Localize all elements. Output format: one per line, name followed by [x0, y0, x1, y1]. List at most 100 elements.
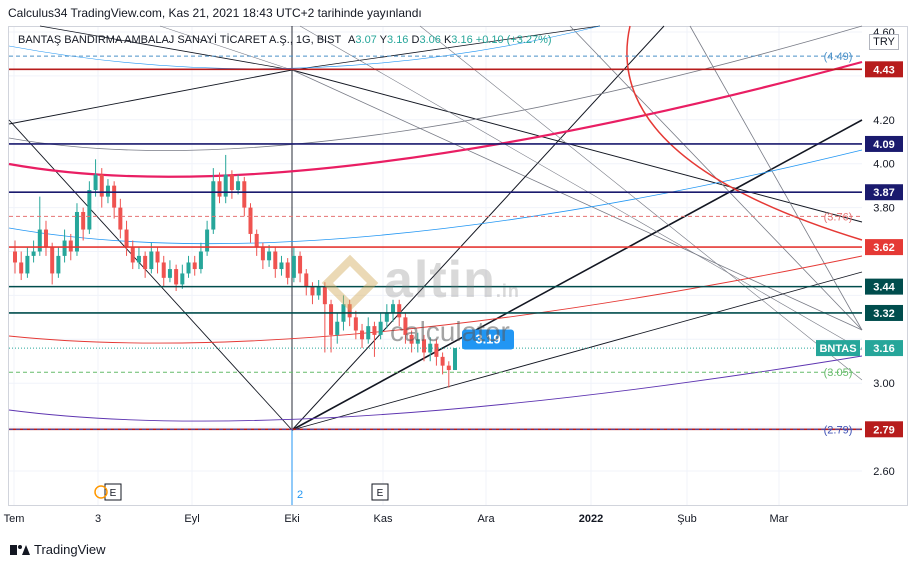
level-label-bg	[865, 61, 903, 78]
candle-body	[174, 269, 179, 285]
candle-body	[366, 326, 371, 340]
ohlc-high: 3.16	[387, 34, 409, 46]
candle-body	[167, 269, 172, 278]
event-marker-label: 2	[297, 489, 303, 501]
candle	[229, 170, 234, 199]
candle-body	[149, 251, 154, 270]
candle-body	[446, 365, 451, 371]
candle	[31, 240, 36, 263]
candle-body	[453, 348, 457, 371]
candle	[254, 229, 259, 256]
time-tick: Mar	[770, 513, 789, 525]
candle-body	[62, 240, 67, 256]
candle-body	[378, 321, 383, 335]
candle-body	[279, 262, 284, 270]
dashed-level-label: (2.79)	[824, 424, 853, 436]
level-label-bg	[865, 278, 903, 295]
candles	[13, 154, 457, 388]
candle	[322, 282, 327, 353]
level-label: 4.09	[873, 139, 894, 151]
arc-curve	[8, 149, 863, 245]
gann-line	[291, 69, 863, 331]
currency-badge[interactable]: TRY	[869, 34, 899, 50]
candle	[428, 337, 433, 362]
candle-body	[50, 247, 55, 274]
candle-body	[211, 181, 216, 230]
ohlc-close-label: K	[443, 34, 452, 46]
candle	[112, 181, 117, 219]
candle-body	[124, 229, 129, 248]
ohlc-open: 3.07	[355, 34, 377, 46]
arc-curve	[8, 25, 601, 70]
dashed-level-label: (3.76)	[824, 211, 853, 223]
candle	[143, 251, 148, 278]
candle	[37, 196, 42, 256]
candle	[186, 255, 191, 278]
candle-body	[372, 326, 377, 335]
chart-frame	[8, 26, 908, 506]
candle	[360, 323, 365, 349]
ohlc-low: 3.06	[419, 34, 441, 46]
candle-body	[74, 211, 79, 252]
candle	[81, 207, 86, 241]
candle-body	[192, 262, 197, 270]
candle-body	[19, 262, 24, 274]
gann-line	[291, 25, 601, 71]
candle-body	[440, 356, 445, 366]
level-label-bg	[865, 304, 903, 321]
level-label: 2.79	[873, 424, 894, 436]
arc-curve	[626, 25, 863, 241]
time-axis: Tem 3 Eyl Eki Kas Ara 2022 Şub Mar	[4, 513, 789, 525]
events: E 2 E	[94, 483, 389, 501]
candle-body	[353, 317, 358, 331]
ohlc-open-label: A	[348, 34, 356, 46]
candle	[211, 168, 216, 234]
callout-bg	[462, 329, 514, 350]
ohlc-close: 3.16	[451, 34, 473, 46]
candle	[180, 264, 185, 289]
candle	[291, 247, 296, 283]
level-label-bg	[865, 421, 903, 438]
candle-body	[273, 251, 278, 270]
candle-body	[105, 185, 110, 197]
candle-body	[304, 273, 309, 287]
time-tick: Ara	[477, 513, 495, 525]
candle-body	[434, 343, 439, 357]
candle	[130, 240, 135, 270]
price-tick: 2.60	[873, 466, 894, 478]
candle	[353, 310, 358, 340]
candle-body	[347, 304, 352, 318]
candle-body	[335, 321, 340, 335]
event-marker-label: E	[377, 488, 384, 499]
candle-body	[391, 304, 396, 313]
candle	[74, 203, 79, 256]
candle	[217, 172, 222, 204]
gann-line	[291, 69, 863, 223]
gann-line	[39, 25, 293, 71]
gann-line	[8, 69, 293, 125]
levels: 4.43 4.09 3.87 3.62 3.44 3.32 2.79 (4.49) (3.76)…	[9, 51, 903, 438]
arc-curve	[8, 255, 863, 344]
candle	[316, 280, 321, 300]
candle-body	[198, 251, 203, 270]
candle	[440, 352, 445, 375]
candle-body	[254, 233, 259, 248]
last-price-symbol-bg	[816, 340, 860, 357]
level-label-bg	[865, 135, 903, 152]
ohlc-change: +0.10 (+3.27%)	[475, 34, 552, 46]
footer-brand: TradingView	[34, 542, 106, 557]
candle-body	[31, 251, 36, 256]
candle	[236, 174, 241, 195]
candle-body	[267, 251, 272, 261]
candle-body	[229, 174, 234, 191]
candle	[124, 220, 129, 256]
gann-line	[159, 25, 293, 71]
candle	[19, 251, 24, 281]
candle-body	[43, 229, 48, 248]
dashed-level-label: (3.05)	[824, 367, 853, 379]
symbol-legend[interactable]: BANTAŞ BANDIRMA AMBALAJ SANAYİ TİCARET A…	[18, 34, 552, 46]
candle	[391, 299, 396, 322]
candle	[248, 203, 253, 243]
candle	[372, 321, 377, 357]
